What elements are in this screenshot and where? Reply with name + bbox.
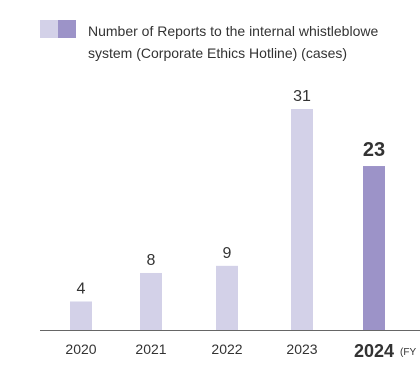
data-label-2023: 31	[293, 88, 311, 105]
x-tick-label-2022: 2022	[211, 341, 242, 357]
x-tick-label-2024: 2024	[354, 341, 394, 361]
data-label-2024: 23	[363, 139, 385, 161]
bar-2024	[363, 166, 385, 330]
legend-line-2: system (Corporate Ethics Hotline) (cases…	[88, 45, 348, 61]
bar-2021	[140, 272, 162, 330]
bar-2023	[291, 109, 313, 330]
legend-text: Number of Reports to the internal whistl…	[88, 20, 420, 64]
legend-line-1: Number of Reports to the internal whistl…	[88, 23, 379, 39]
data-label-2021: 8	[147, 252, 156, 269]
x-tick-label-2023: 2023	[286, 341, 317, 357]
legend-swatch-dark	[58, 20, 76, 38]
legend: Number of Reports to the internal whistl…	[40, 18, 420, 68]
bar-2022	[216, 265, 238, 330]
data-label-2022: 9	[223, 245, 232, 262]
x-tick-label-2020: 2020	[65, 341, 96, 357]
legend-swatch-light	[40, 20, 58, 38]
data-label-2020: 4	[77, 280, 86, 297]
x-tick-label-2021: 2021	[135, 341, 166, 357]
bar-2020	[70, 301, 92, 330]
fy-suffix-label: (FY	[400, 347, 416, 358]
